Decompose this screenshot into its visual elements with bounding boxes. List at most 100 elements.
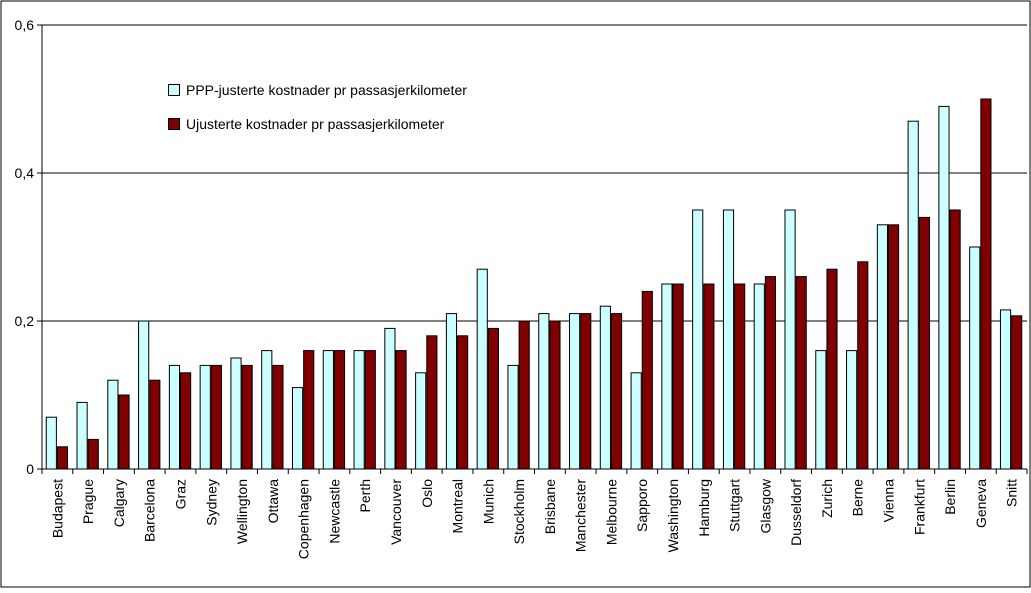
x-tick-label: Wellington [234,479,250,544]
x-tick-label: Oslo [419,479,435,508]
bar-series2 [303,350,315,470]
x-tick-label: Vienna [880,479,896,523]
x-tick-label: Manchester [573,479,589,552]
bar-series2 [487,327,499,470]
bar-series1 [722,209,735,470]
x-tick-label: Sydney [203,479,219,526]
y-tick-label: 0,6 [15,17,35,33]
bar-series1 [384,327,396,470]
bar-series1 [45,416,57,470]
bar-series1 [692,209,704,470]
bar-series1 [199,364,211,470]
x-tick-label: Copenhagen [296,479,312,559]
bar-series2 [364,350,376,470]
bar-series2 [610,313,623,470]
bar-series2 [241,364,253,470]
x-tick-label: Brisbane [542,479,558,534]
x-tick-label: Melbourne [603,479,619,545]
bar-series2 [672,283,684,470]
x-tick-label: Berne [850,479,866,517]
bar-series1 [415,372,427,470]
bar-series2 [1011,315,1023,470]
bar-series1 [569,313,581,470]
x-tick-label: Zurich [819,479,835,518]
bar-series1 [353,350,365,470]
legend: PPP-justerte kostnader pr passasjerkilom… [168,80,467,148]
x-tick-label: Hamburg [696,479,712,537]
x-tick-label: Perth [357,479,373,512]
bar-series2 [887,224,900,470]
bar-series1 [661,283,673,470]
x-tick-label: Vancouver [388,479,404,545]
x-tick-label: Sapporo [634,479,650,532]
bar-series2 [549,320,561,470]
x-tick-label: Graz [173,479,189,509]
legend-swatch-series1 [168,84,180,96]
bar-series1 [784,209,796,470]
bar-series2 [333,350,346,470]
bar-series1 [76,401,88,470]
bar-series2 [210,364,222,470]
bar-series2 [87,438,99,470]
bar-series2 [395,350,407,470]
y-tick-label: 0,2 [15,313,35,329]
x-tick-label: Barcelona [142,479,158,542]
legend-item-series2: Ujusterte kostnader pr passasjerkilomete… [168,114,467,134]
bar-series1 [846,350,858,470]
x-tick-label: Snitt [1004,479,1020,507]
x-tick-label: Washington [665,479,681,552]
bar-series1 [630,372,642,470]
legend-label-series2: Ujusterte kostnader pr passasjerkilomete… [186,116,445,132]
bar-series1 [999,309,1012,470]
y-tick-label: 0,4 [15,165,35,181]
bar-series2 [518,320,530,470]
bar-series2 [764,276,777,470]
bar-series2 [641,290,653,470]
bar-series1 [230,357,242,470]
bar-series1 [907,120,919,470]
bar-series1 [938,105,950,470]
y-tick-label: 0 [26,461,34,477]
bar-series2 [272,364,284,470]
x-tick-label: Montreal [450,479,466,533]
bar-series1 [261,350,273,470]
x-tick-label: Munich [480,479,496,524]
bar-series1 [753,283,765,470]
bar-series2 [795,276,807,470]
bar-series1 [291,387,304,470]
bar-series1 [322,350,334,470]
legend-item-series1: PPP-justerte kostnader pr passasjerkilom… [168,80,467,100]
bar-series1 [168,364,181,470]
bar-series1 [445,313,458,470]
bar-series2 [457,335,469,470]
bar-series1 [969,246,981,470]
bar-series1 [107,379,119,470]
x-tick-label: Geneva [973,479,989,528]
bar-series2 [857,261,869,470]
x-tick-label: Budapest [49,479,65,538]
bar-series1 [815,350,827,470]
x-tick-label: Calgary [111,479,127,527]
x-tick-label: Newcastle [326,479,342,544]
bar-series1 [538,313,550,470]
x-tick-label: Ottawa [265,479,281,524]
bar-series2 [149,379,161,470]
x-tick-label: Stockholm [511,479,527,544]
bar-series2 [734,283,746,470]
bar-series2 [118,394,130,470]
bar-series1 [599,305,611,470]
x-tick-label: Berlin [942,479,958,515]
bar-series2 [949,209,961,470]
bar-series2 [426,335,438,470]
x-tick-label: Glasgow [757,478,773,533]
x-tick-label: Stuttgart [727,479,743,532]
bar-series2 [918,216,930,470]
bar-series1 [507,364,519,470]
bar-series2 [580,313,592,470]
bar-series2 [703,283,715,470]
bar-series1 [138,320,150,470]
bar-series2 [826,268,838,470]
